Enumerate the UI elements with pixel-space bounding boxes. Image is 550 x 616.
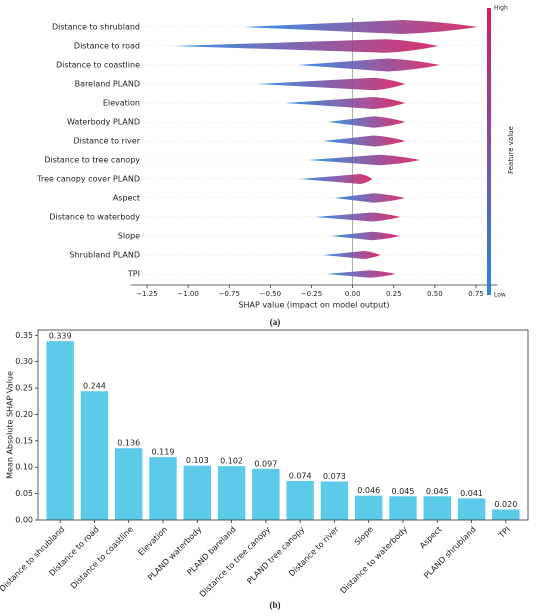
feature-label: Distance to waterbody	[49, 213, 140, 222]
x-tick-label: Distance to tree canopy	[198, 525, 272, 599]
x-tick-label: −0.50	[260, 290, 281, 298]
swarm	[323, 251, 381, 259]
x-tick-label: 0.00	[345, 290, 361, 298]
swarm	[308, 154, 421, 166]
feature-label: Distance to coastline	[56, 61, 140, 70]
caption: (b)	[270, 600, 281, 610]
value-label: 0.136	[117, 439, 140, 448]
x-tick-label: 0.25	[386, 290, 402, 298]
swarm	[257, 77, 406, 91]
x-tick-label: Aspect	[418, 525, 444, 551]
y-axis-label: Mean Absolute SHAP Value	[6, 371, 15, 479]
bar	[355, 495, 383, 520]
feature-label: Shrubland PLAND	[70, 251, 140, 260]
x-tick-label: −0.25	[301, 290, 322, 298]
x-tick-label: Distance to coastline	[69, 525, 135, 591]
feature-label: Distance to road	[74, 42, 140, 51]
y-tick-label: 0.15	[15, 436, 33, 445]
value-label: 0.097	[254, 459, 277, 468]
x-tick-label: PLAND tree canopy	[245, 525, 306, 586]
value-label: 0.103	[186, 456, 209, 465]
value-label: 0.046	[357, 486, 380, 495]
value-label: 0.244	[83, 382, 106, 391]
colorbar-high: High	[494, 5, 508, 12]
feature-label: TPI	[127, 270, 140, 279]
swarm	[327, 116, 406, 128]
value-label: 0.045	[426, 487, 449, 496]
bar	[423, 496, 451, 520]
plot-frame	[37, 329, 529, 521]
y-tick-label: 0.10	[15, 463, 33, 472]
value-label: 0.045	[392, 487, 415, 496]
feature-label: Distance to river	[73, 137, 140, 146]
bar	[252, 468, 280, 520]
bar	[457, 498, 486, 520]
y-tick-label: 0.05	[15, 489, 33, 498]
x-tick-label: 0.50	[427, 290, 443, 298]
caption: (a)	[270, 317, 281, 327]
swarm	[326, 270, 396, 278]
bar	[492, 509, 520, 520]
y-tick-label: 0.30	[15, 357, 33, 366]
x-tick-label: −1.25	[136, 290, 157, 298]
swarm	[314, 212, 401, 222]
x-tick-label: Elevation	[137, 525, 170, 558]
bar	[115, 448, 143, 520]
x-tick-label: TPI	[496, 525, 512, 541]
x-tick-label: Slope	[353, 525, 375, 547]
colorbar-low: Low	[494, 292, 506, 299]
bar	[149, 457, 177, 520]
x-tick-label: Distance to shrubland	[0, 525, 66, 594]
feature-label: Elevation	[103, 99, 140, 108]
value-label: 0.041	[460, 489, 483, 498]
bar	[389, 496, 417, 520]
swarm	[323, 135, 406, 147]
feature-label: Aspect	[113, 194, 140, 203]
x-tick-label: −0.75	[219, 290, 240, 298]
feature-label: Slope	[118, 232, 140, 241]
bar	[217, 466, 246, 520]
colorbar	[487, 8, 491, 295]
swarm	[173, 39, 439, 53]
bar	[46, 341, 74, 520]
feature-label: Distance to tree canopy	[44, 156, 140, 165]
swarm	[285, 97, 406, 109]
x-axis-label: SHAP value (impact on model output)	[238, 301, 389, 310]
swarm	[331, 231, 401, 241]
y-tick-label: 0.25	[15, 384, 33, 393]
x-tick-label: Distance to waterbody	[339, 525, 410, 596]
bar	[286, 480, 314, 520]
feature-label: Distance to shrubland	[52, 23, 140, 32]
value-label: 0.119	[152, 448, 175, 457]
value-label: 0.102	[220, 457, 243, 466]
value-label: 0.074	[289, 471, 312, 480]
swarm	[299, 174, 373, 184]
bar	[183, 465, 211, 520]
bar	[80, 391, 109, 520]
feature-label: Waterbody PLAND	[67, 118, 140, 127]
x-tick-label: 0.75	[468, 290, 484, 298]
value-label: 0.073	[323, 472, 346, 481]
swarm	[334, 193, 406, 203]
feature-label: Bareland PLAND	[75, 80, 140, 89]
y-tick-label: 0.35	[15, 331, 33, 340]
value-label: 0.339	[49, 332, 72, 341]
colorbar-label: Feature value	[507, 126, 515, 174]
value-label: 0.020	[494, 500, 517, 509]
y-tick-label: 0.20	[15, 410, 33, 419]
x-tick-label: −1.00	[177, 290, 198, 298]
bar	[320, 481, 349, 520]
y-tick-label: 0.00	[15, 516, 33, 525]
feature-label: Tree canopy cover PLAND	[36, 175, 140, 184]
swarm	[244, 20, 478, 34]
swarm	[298, 58, 440, 72]
